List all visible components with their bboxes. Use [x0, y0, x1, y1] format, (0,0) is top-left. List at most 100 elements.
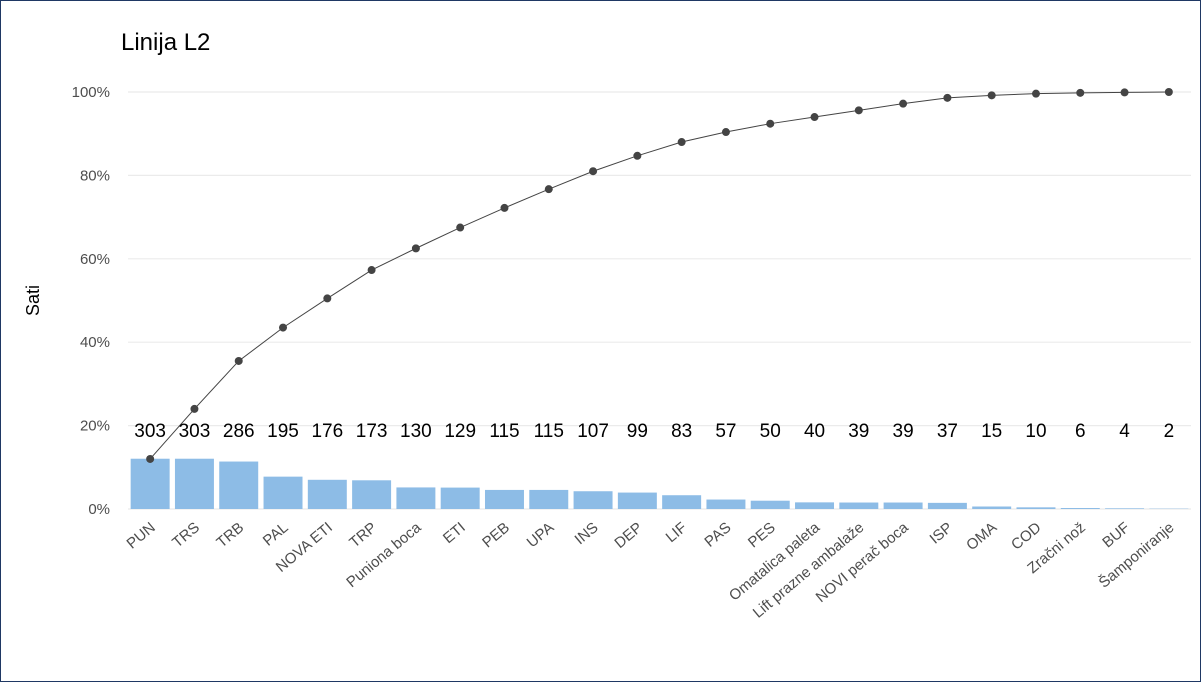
x-tick-label: PUN — [124, 519, 159, 552]
bar-value-label: 40 — [804, 421, 825, 442]
cumulative-point — [766, 119, 775, 128]
bar-value-label: 115 — [534, 421, 564, 442]
bar-value-label: 57 — [715, 421, 736, 442]
y-tick-label: 60% — [80, 251, 110, 268]
y-tick-label: 0% — [88, 501, 110, 518]
cumulative-point — [943, 93, 952, 102]
bar — [1060, 508, 1100, 509]
cumulative-point — [1120, 88, 1129, 97]
bar-value-label: 4 — [1119, 421, 1130, 442]
cumulative-point — [854, 106, 863, 115]
bar — [352, 480, 392, 509]
bar — [219, 461, 259, 509]
bar-value-label: 303 — [179, 421, 211, 442]
bar — [263, 476, 303, 509]
x-tick-label: PEB — [479, 519, 513, 551]
bars — [130, 458, 1189, 509]
bar-value-label: 99 — [627, 421, 648, 442]
cumulative-point — [146, 454, 155, 463]
bar — [573, 491, 613, 509]
cumulative-point — [190, 404, 199, 413]
bar-value-label: 10 — [1025, 421, 1046, 442]
y-tick-label: 80% — [80, 167, 110, 184]
bar — [440, 487, 480, 509]
chart-title: Linija L2 — [121, 29, 211, 56]
bar — [927, 502, 967, 509]
bar-value-label: 107 — [577, 421, 609, 442]
cumulative-point — [1031, 89, 1040, 98]
bar — [972, 506, 1012, 509]
cumulative-point — [987, 91, 996, 100]
bar-value-label: 173 — [356, 421, 388, 442]
bar — [1016, 507, 1056, 509]
x-tick-label: PAS — [701, 519, 734, 551]
y-axis-title: Sati — [23, 285, 43, 316]
cumulative-point — [411, 244, 420, 253]
cumulative-point — [721, 128, 730, 137]
y-tick-label: 20% — [80, 418, 110, 435]
bar — [617, 492, 657, 509]
cumulative-point — [500, 203, 509, 212]
bar — [706, 499, 746, 509]
bar — [174, 458, 214, 509]
cumulative-point — [323, 294, 332, 303]
cumulative-point — [1164, 88, 1173, 96]
bar-value-label: 176 — [311, 421, 343, 442]
cumulative-point — [279, 323, 288, 332]
bar — [839, 502, 879, 509]
bar-value-label: 130 — [400, 421, 432, 442]
cumulative-line — [146, 88, 1173, 463]
cumulative-point — [589, 167, 598, 176]
cumulative-point — [456, 223, 465, 232]
cumulative-point — [899, 99, 908, 108]
x-tick-label: TRP — [346, 519, 380, 551]
labels: 0% 20% 40% 60% 80% 100% Sati 303 303 286 195 176 173… — [23, 84, 1177, 622]
bar — [883, 502, 923, 509]
cumulative-point — [234, 356, 243, 365]
bar — [307, 479, 347, 509]
x-tick-label: PAL — [260, 519, 292, 550]
x-tick-label: BUF — [1099, 519, 1133, 551]
x-tick-label: DEP — [611, 519, 646, 552]
bar — [1105, 508, 1145, 509]
x-tick-label: ETI — [440, 519, 469, 547]
y-tick-label: 40% — [80, 334, 110, 351]
x-tick-label: ISP — [927, 519, 956, 548]
bar-value-label: 39 — [893, 421, 914, 442]
bar-value-label: 303 — [134, 421, 166, 442]
bar-value-label: 129 — [444, 421, 476, 442]
cumulative-point — [544, 185, 553, 194]
bar — [662, 495, 702, 509]
x-tick-label: LIF — [663, 519, 691, 546]
bar — [484, 489, 524, 509]
bar — [750, 500, 790, 509]
x-tick-label: PES — [745, 519, 779, 551]
cumulative-polyline — [149, 91, 1169, 460]
cumulative-point — [810, 113, 819, 122]
bar — [396, 487, 436, 509]
x-tick-label: OMA — [963, 519, 1000, 554]
grid-lines — [128, 91, 1191, 510]
bar-value-label: 115 — [489, 421, 519, 442]
y-tick-label: 100% — [72, 84, 110, 101]
cumulative-point — [367, 266, 376, 275]
bar-value-label: 2 — [1164, 421, 1175, 442]
bar — [130, 458, 170, 509]
bar-value-label: 39 — [848, 421, 869, 442]
bar-value-label: 83 — [671, 421, 692, 442]
bar-value-label: 50 — [760, 421, 781, 442]
cumulative-point — [677, 138, 686, 147]
bar-value-label: 286 — [223, 421, 255, 442]
cumulative-point — [1076, 88, 1085, 97]
x-tick-label: UPA — [524, 519, 558, 551]
bar-value-label: 37 — [937, 421, 958, 442]
bar-value-label: 15 — [981, 421, 1002, 442]
cumulative-point — [633, 151, 642, 160]
bar — [529, 489, 569, 509]
x-tick-label: INS — [572, 519, 602, 548]
bar-value-label: 195 — [267, 421, 299, 442]
x-tick-label: COD — [1008, 519, 1045, 554]
x-tick-label: TRS — [169, 519, 203, 551]
